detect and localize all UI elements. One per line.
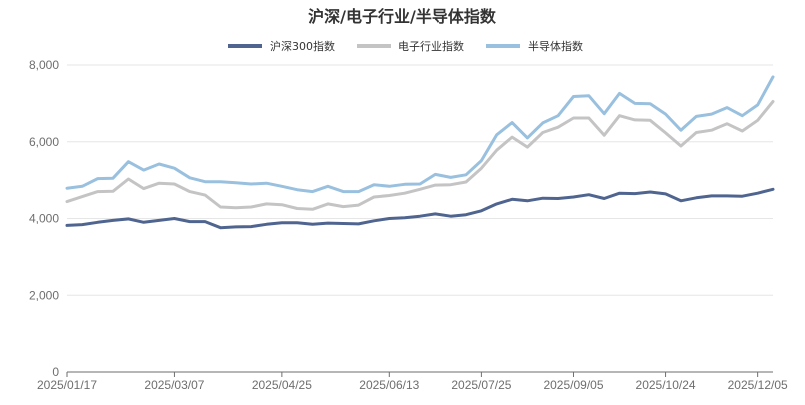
legend-item-electronics[interactable]: 电子行业指数 [357, 39, 464, 53]
series-line-semiconductor [65, 75, 775, 194]
series-line-csi300 [65, 187, 775, 230]
x-tick-label: 2025/10/24 [636, 378, 696, 392]
y-tick-label: 2,000 [29, 288, 59, 302]
x-tick-label: 2025/03/07 [144, 378, 204, 392]
gridlines [67, 64, 773, 296]
x-tick-label: 2025/07/25 [451, 378, 511, 392]
chart-title: 沪深/电子行业/半导体指数 [308, 7, 497, 26]
legend-label-electronics: 电子行业指数 [398, 39, 464, 53]
y-axis-ticks: 0 2,000 4,000 6,000 8,000 [29, 58, 59, 379]
y-tick-label: 8,000 [29, 58, 59, 72]
y-tick-label: 6,000 [29, 135, 59, 149]
legend-item-csi300[interactable]: 沪深300指数 [228, 39, 335, 53]
legend-item-semiconductor[interactable]: 半导体指数 [486, 39, 583, 53]
legend: 沪深300指数 电子行业指数 半导体指数 [228, 39, 583, 53]
legend-label-csi300: 沪深300指数 [270, 39, 335, 53]
y-tick-label: 4,000 [29, 212, 59, 226]
y-tick-label: 0 [52, 365, 59, 379]
x-axis-ticks: 2025/01/17 2025/03/07 2025/04/25 2025/06/13… [37, 378, 788, 392]
x-tick-label: 2025/04/25 [252, 378, 312, 392]
legend-label-semiconductor: 半导体指数 [528, 39, 583, 53]
series-line-electronics [65, 100, 775, 211]
x-tick-label: 2025/01/17 [37, 378, 97, 392]
series-group [65, 75, 775, 230]
x-axis-tick-marks [66, 372, 759, 377]
x-tick-label: 2025/06/13 [359, 378, 419, 392]
x-tick-label: 2025/12/05 [728, 378, 788, 392]
x-tick-label: 2025/09/05 [543, 378, 603, 392]
